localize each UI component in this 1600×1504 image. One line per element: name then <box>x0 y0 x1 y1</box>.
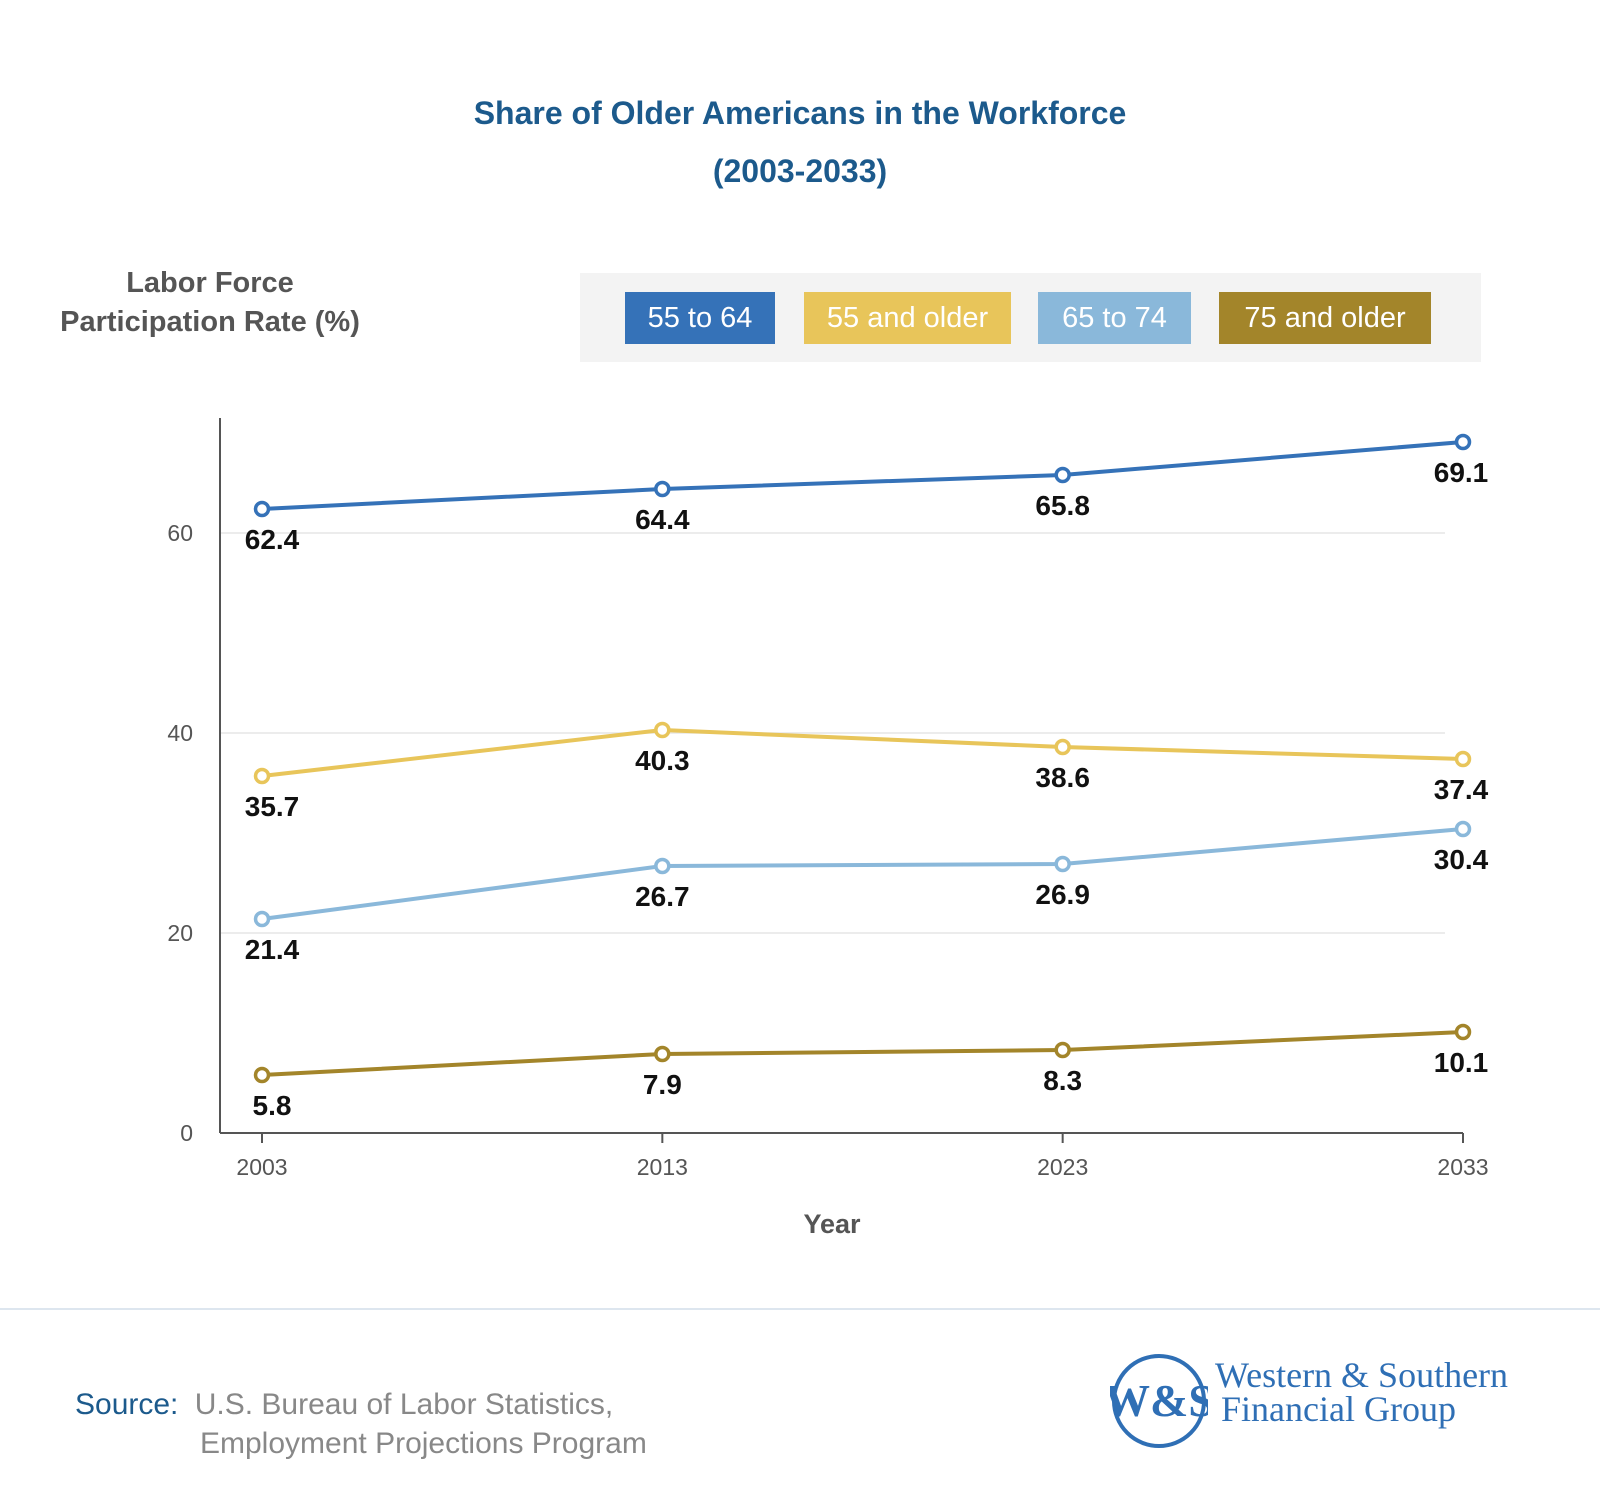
data-label: 69.1 <box>1434 457 1489 488</box>
source-note: Source: U.S. Bureau of Labor Statistics,… <box>75 1385 647 1463</box>
x-tick-label: 2033 <box>1437 1154 1488 1180</box>
data-point <box>1054 855 1071 873</box>
series-line-1 <box>261 727 1464 778</box>
y-axis-label-line: Participation Rate (%) <box>60 306 360 338</box>
data-label: 35.7 <box>245 791 300 822</box>
logo-line1: Western & Southern <box>1215 1355 1509 1395</box>
y-tick-label: 20 <box>167 920 193 946</box>
data-label: 26.7 <box>635 881 690 912</box>
data-point <box>1054 466 1071 484</box>
logo-line2: Financial Group <box>1221 1389 1456 1429</box>
data-label: 30.4 <box>1434 844 1489 875</box>
data-label: 38.6 <box>1035 762 1090 793</box>
data-point <box>1454 1023 1472 1041</box>
footer-divider <box>0 1308 1600 1310</box>
svg-text:W&S: W&S <box>1110 1375 1208 1426</box>
data-label: 64.4 <box>635 504 690 535</box>
data-label: 8.3 <box>1043 1065 1082 1096</box>
legend-item-75-and-older: 75 and older <box>1219 292 1431 344</box>
x-axis-label: Year <box>803 1209 861 1239</box>
data-point <box>654 721 671 739</box>
chart-subtitle: (2003-2033) <box>712 153 888 189</box>
line-chart: 0 20 40 60 2003 2013 2023 2033 Year 62.4 64.4 65.8 6… <box>167 418 1489 1239</box>
data-label: 62.4 <box>245 524 300 555</box>
data-point <box>253 910 271 928</box>
data-point <box>1454 750 1472 768</box>
source-label: Source: <box>75 1388 179 1421</box>
chart-title: Share of Older Americans in the Workforc… <box>473 95 1127 131</box>
y-tick-label: 60 <box>167 520 193 546</box>
data-point <box>654 1045 671 1063</box>
x-tick-label: 2023 <box>1037 1154 1088 1180</box>
data-point <box>253 1066 271 1084</box>
series-line-2 <box>261 827 1464 921</box>
x-tick-label: 2013 <box>637 1154 688 1180</box>
data-label: 7.9 <box>643 1069 682 1100</box>
logo: W&S Western & Southern Financial Group <box>1110 1352 1590 1450</box>
logo-seal-icon: W&S <box>1110 1354 1208 1448</box>
y-axis-label: Labor Force Participation Rate (%) <box>40 264 380 342</box>
data-label: 40.3 <box>635 745 690 776</box>
data-point <box>1454 820 1472 838</box>
source-line2: Employment Projections Program <box>200 1427 647 1460</box>
legend-item-55-to-64: 55 to 64 <box>625 292 775 344</box>
series-line-3 <box>261 1030 1464 1077</box>
data-label: 37.4 <box>1434 774 1489 805</box>
legend-item-65-to-74: 65 to 74 <box>1038 292 1191 344</box>
data-point <box>1454 433 1472 451</box>
data-point <box>654 480 671 498</box>
source-line1: U.S. Bureau of Labor Statistics, <box>194 1388 614 1421</box>
legend-item-55-and-older: 55 and older <box>804 292 1011 344</box>
data-point <box>253 767 271 785</box>
legend: 55 to 64 55 and older 65 to 74 75 and ol… <box>580 273 1481 362</box>
y-tick-label: 40 <box>167 720 193 746</box>
data-label: 10.1 <box>1434 1047 1489 1078</box>
data-point <box>253 500 271 518</box>
data-label: 65.8 <box>1035 490 1090 521</box>
y-tick-label: 0 <box>180 1120 193 1146</box>
series-line-0 <box>261 440 1464 511</box>
data-point <box>654 857 671 875</box>
data-label: 21.4 <box>245 934 300 965</box>
data-point <box>1054 1041 1071 1059</box>
data-label: 26.9 <box>1035 879 1090 910</box>
data-point <box>1054 738 1071 756</box>
y-axis-label-line: Labor Force <box>126 267 294 299</box>
x-tick-label: 2003 <box>236 1154 287 1180</box>
data-label: 5.8 <box>253 1090 292 1121</box>
